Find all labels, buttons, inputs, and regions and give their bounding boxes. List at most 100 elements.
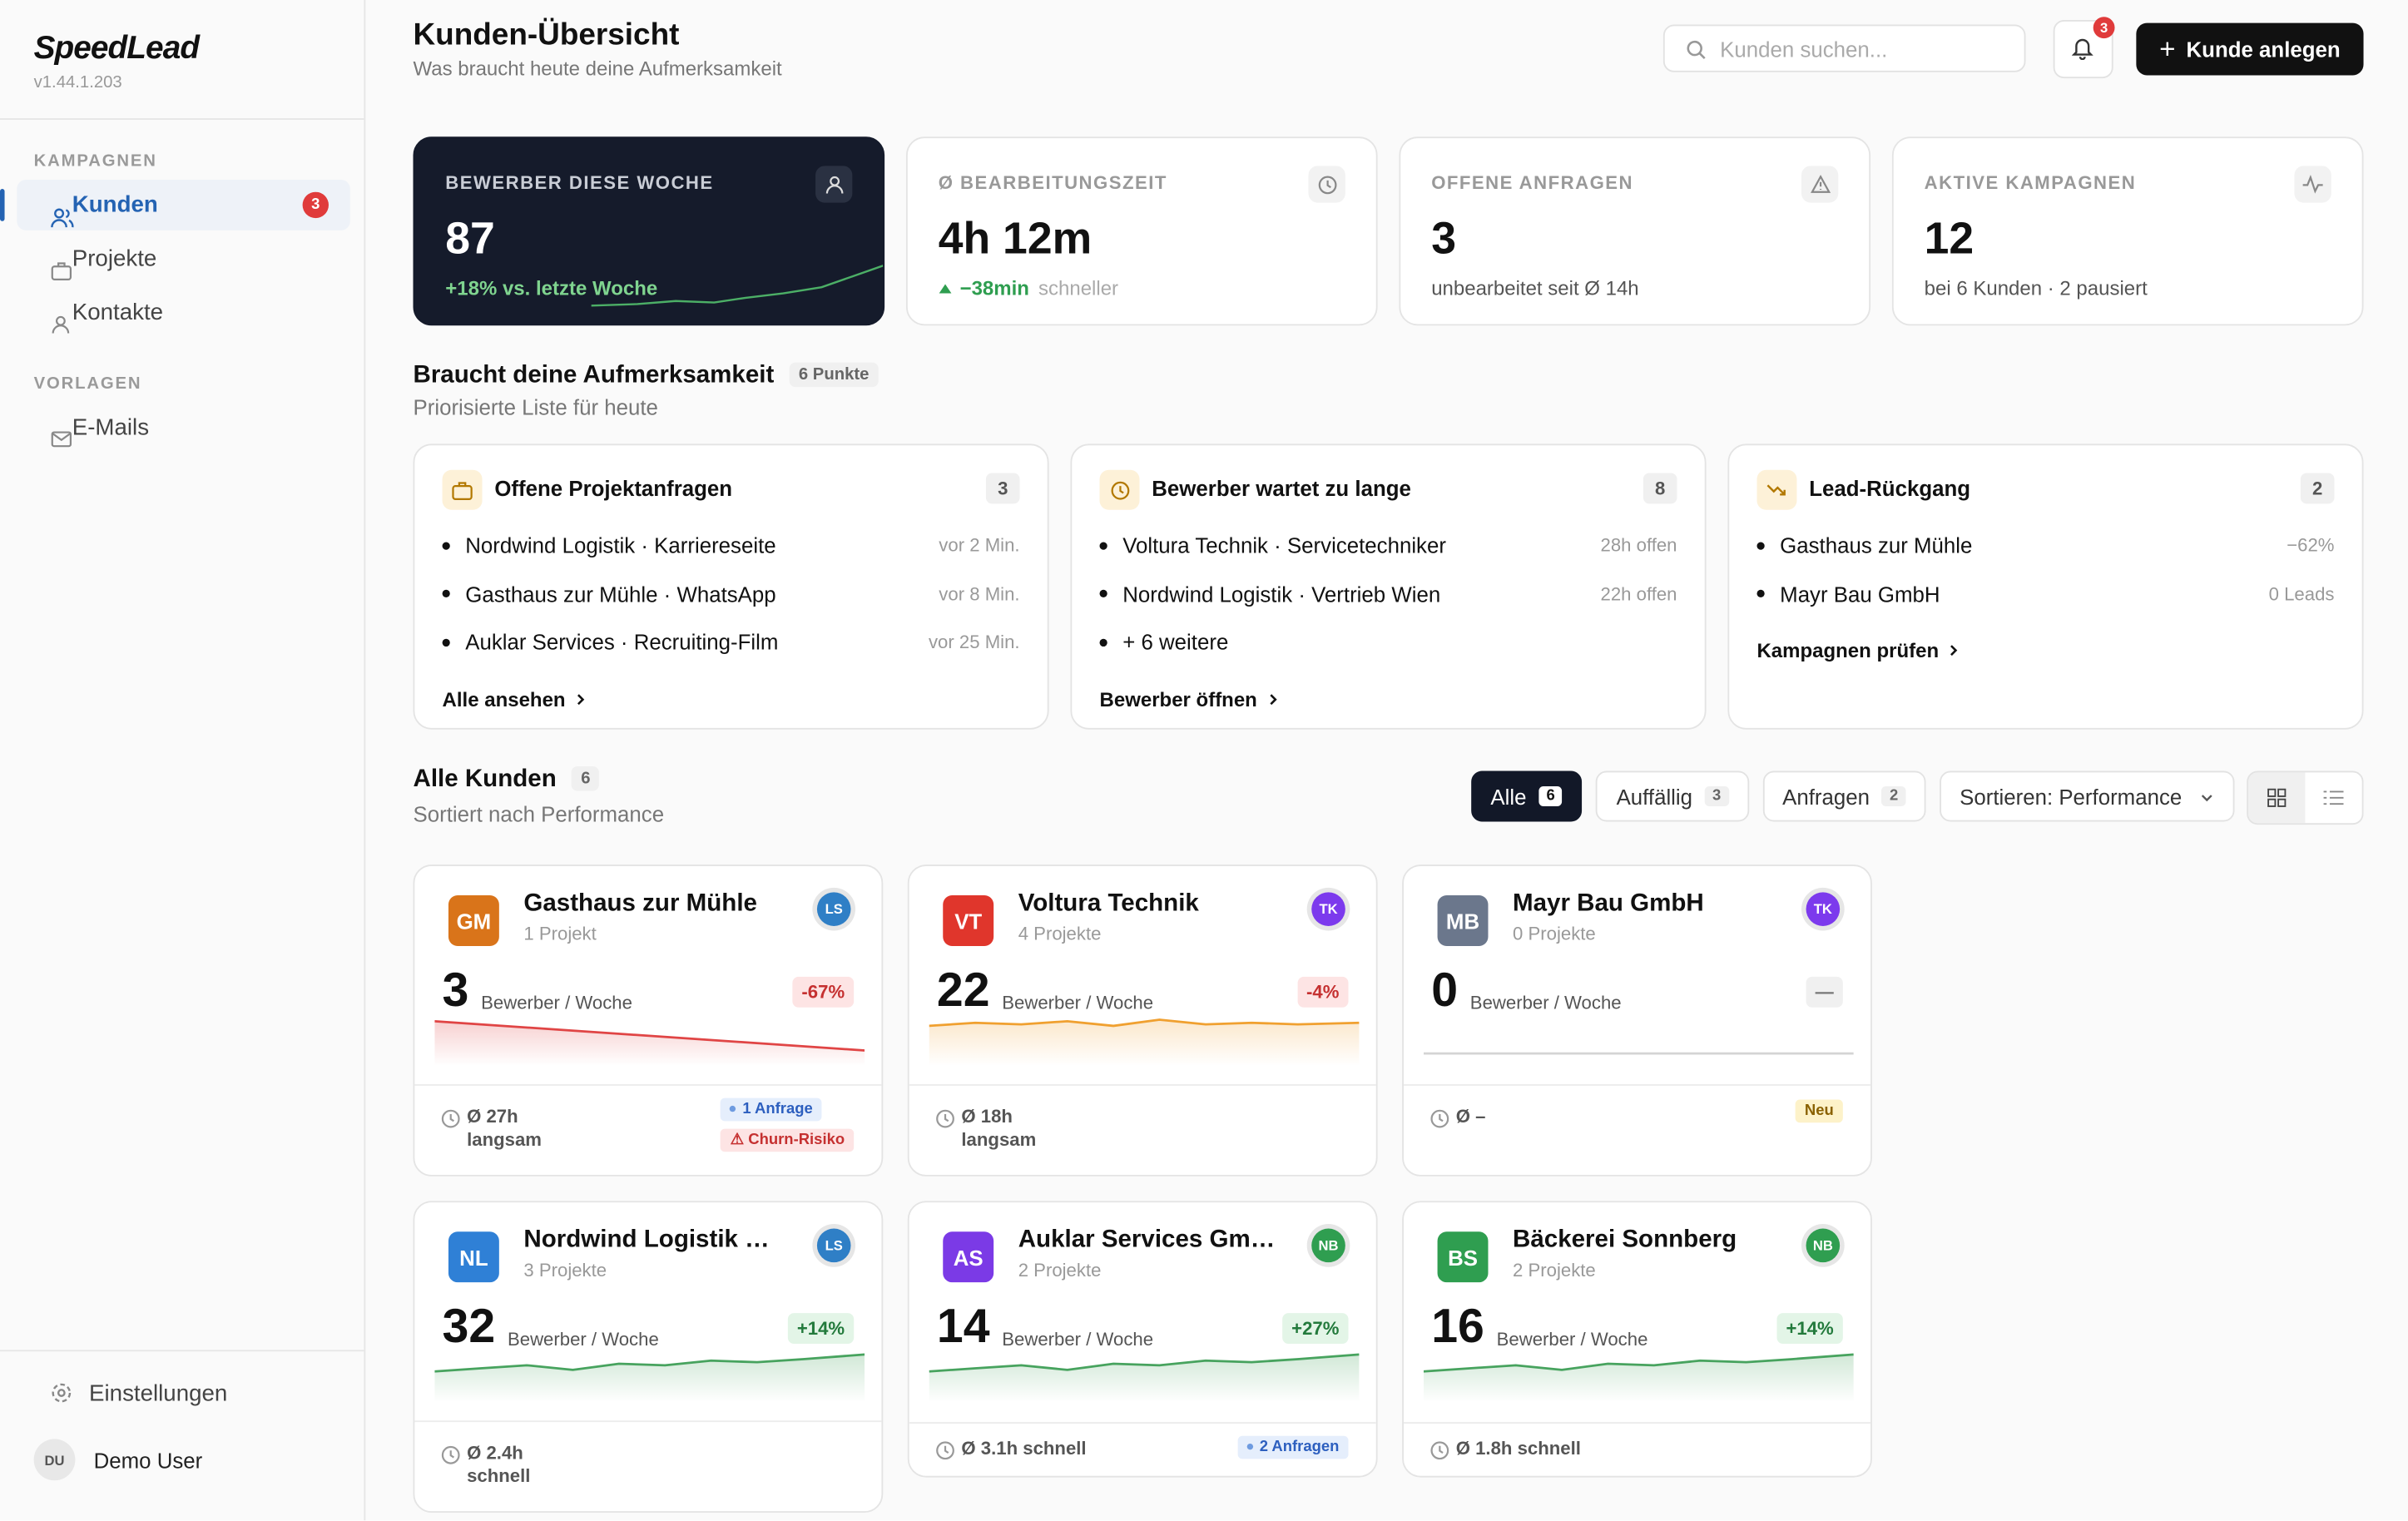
nav-label: Kontakte [72,299,164,326]
filter-button[interactable]: Auffällig 3 [1596,770,1749,822]
customer-avatar: MB [1437,895,1489,946]
card-footer: Ø – Neu [1403,1084,1871,1175]
tag-dot [1246,1443,1254,1450]
customer-unit: Bewerber / Woche [1496,1328,1648,1350]
panel-item[interactable]: Mayr Bau GmbH 0 Leads [1756,578,2334,609]
panel-item[interactable]: + 6 weitere [1100,627,1677,657]
search-icon [1687,40,1706,60]
panel-icon-glyph-svg [1766,484,1786,496]
nav-item[interactable]: Projekte [17,234,350,285]
sort-select[interactable]: Sortieren: Performance [1940,770,2235,822]
search-input[interactable]: Kunden suchen... [1662,24,2026,72]
panel-item-meta: 22h offen [1600,582,1677,605]
nav-item[interactable]: Kunden 3 [0,179,350,230]
customer-card[interactable]: MB Mayr Bau GmbH 0 Projekte TK 0 Bewerber / W… [1402,865,1872,1177]
nav-item[interactable]: E-Mails [17,403,350,453]
page-subtitle: Was braucht heute deine Aufmerksamkeit [413,57,782,80]
footer-text: Ø – [1455,1105,1486,1127]
tag-text: 2 Anfragen [1259,1439,1340,1456]
user-avatar[interactable]: DU [33,1439,76,1481]
filter-label: Auffällig [1616,784,1693,809]
owner-badge: LS [816,1228,851,1263]
customer-avatar: BS [1437,1231,1489,1283]
panel-item[interactable]: Gasthaus zur Mühle −62% [1756,530,2334,561]
owner-badge: NB [1311,1228,1345,1263]
version: v1.44.1.203 [33,73,122,92]
panel-item[interactable]: Voltura Technik · Servicetechniker 28h of… [1100,530,1677,561]
panel-icon [1099,469,1140,510]
panel-link-text: Kampagnen prüfen [1756,638,1940,662]
tags: Neu [1795,1099,1843,1123]
panel-link[interactable]: Kampagnen prüfen [1756,638,1960,662]
card-footer: Ø 27h langsam 1 Anfrage ⚠ Churn-Risiko [414,1084,882,1175]
grid-view-button[interactable] [2248,772,2306,824]
section-title-text: Alle Kunden [413,766,557,793]
panel-item[interactable]: Nordwind Logistik · Karriereseite vor 2 M… [443,530,1019,561]
panel-count: 8 [1642,473,1677,504]
clock-icon [1429,1109,1449,1129]
nav-icon-svg [52,315,70,334]
panel-item-meta: 28h offen [1600,534,1677,557]
panel-item-text: Nordwind Logistik · Karriereseite [465,533,776,557]
panel-item[interactable]: Nordwind Logistik · Vertrieb Wien 22h off… [1100,578,1677,609]
sparkline [1423,1353,1854,1403]
chevron [1948,643,1960,657]
customer-value: 22 [936,963,990,1017]
stat-icon-glyph [1810,175,1831,193]
customer-avatar: NL [448,1231,499,1283]
stat-value: 12 [1924,215,1974,265]
customer-card[interactable]: GM Gasthaus zur Mühle 1 Projekt LS 3 Bewerber… [413,865,884,1177]
customer-card[interactable]: BS Bäckerei Sonnberg 2 Projekte NB 16 Bewerbe… [1402,1201,1872,1478]
customer-cards: GM Gasthaus zur Mühle 1 Projekt LS 3 Bewerber… [413,865,2363,1514]
tag-text: 1 Anfrage [742,1101,813,1118]
customer-name: Mayr Bau GmbH [1513,890,1704,917]
create-customer-button[interactable]: + Kunde anlegen [2136,22,2364,76]
settings-label: Einstellungen [89,1380,228,1407]
panel-link[interactable]: Bewerber öffnen [1100,687,1279,711]
filters: Alle 6 Auffällig 3 Anfragen 2 Sortieren: Perfo… [1470,770,2235,822]
panel-item[interactable]: Gasthaus zur Mühle · WhatsApp vor 8 Min. [443,578,1019,609]
customer-card[interactable]: NL Nordwind Logistik GmbH 3 Projekte LS 32 Be… [413,1201,884,1514]
customer-unit: Bewerber / Woche [1002,992,1154,1014]
clock-icon [441,1109,461,1129]
logo[interactable]: SpeedLead [33,30,200,67]
tag-dot [730,1105,736,1112]
up-arrow [939,284,952,294]
panel-link[interactable]: Alle ansehen [443,687,587,711]
panel-item-meta: vor 25 Min. [928,631,1020,653]
panel-item[interactable]: Auklar Services · Recruiting-Film vor 25 … [443,627,1020,657]
stat-icon-glyph-svg [2302,175,2323,194]
footer-text: Ø 3.1h schnell [961,1437,1087,1459]
nav-item[interactable]: Kontakte [17,287,350,338]
customer-projects: 2 Projekte [1513,1259,1596,1281]
owner-badge: TK [1806,892,1841,926]
chevron-svg [1269,693,1276,705]
panel-count: 3 [985,473,1020,504]
stat-note: bei 6 Kunden · 2 pausiert [1924,276,2148,300]
notifications-button[interactable]: 3 [2053,17,2115,79]
clock-icon [441,1445,461,1465]
panel-item-text: + 6 weitere [1122,629,1229,655]
filter-button[interactable]: Anfragen 2 [1762,770,1926,822]
customer-card[interactable]: VT Voltura Technik 4 Projekte TK 22 Bewerber … [907,865,1378,1177]
list-view-button[interactable] [2305,772,2361,823]
panel-icon-glyph [1766,481,1788,499]
sidebar: SpeedLead v1.44.1.203 KAMPAGNEN Kunden 3 Pr… [0,0,366,1521]
panel-title: Bewerber wartet zu lange [1152,476,1411,501]
customer-card[interactable]: AS Auklar Services GmbH 2 Projekte NB 14 Bewe… [907,1201,1378,1478]
settings-link[interactable]: Einstellungen [34,1369,350,1419]
tag: Neu [1795,1099,1843,1123]
stat-label: Ø BEARBEITUNGSZEIT [938,171,1167,194]
stat-label: OFFENE ANFRAGEN [1431,171,1634,194]
nav-badge: 3 [302,191,329,219]
section-title: Braucht deine Aufmerksamkeit 6 Punkte [413,362,879,390]
customer-unit: Bewerber / Woche [507,1328,659,1350]
footer-text: Ø 18h langsam [961,1105,1037,1151]
stat-note: −38min schneller [939,276,1118,300]
nav-icon-svg [51,262,72,281]
section-badge: 6 [572,766,600,791]
user-name[interactable]: Demo User [93,1448,203,1474]
section-title: Alle Kunden 6 [413,766,600,794]
filter-button[interactable]: Alle 6 [1470,770,1583,822]
